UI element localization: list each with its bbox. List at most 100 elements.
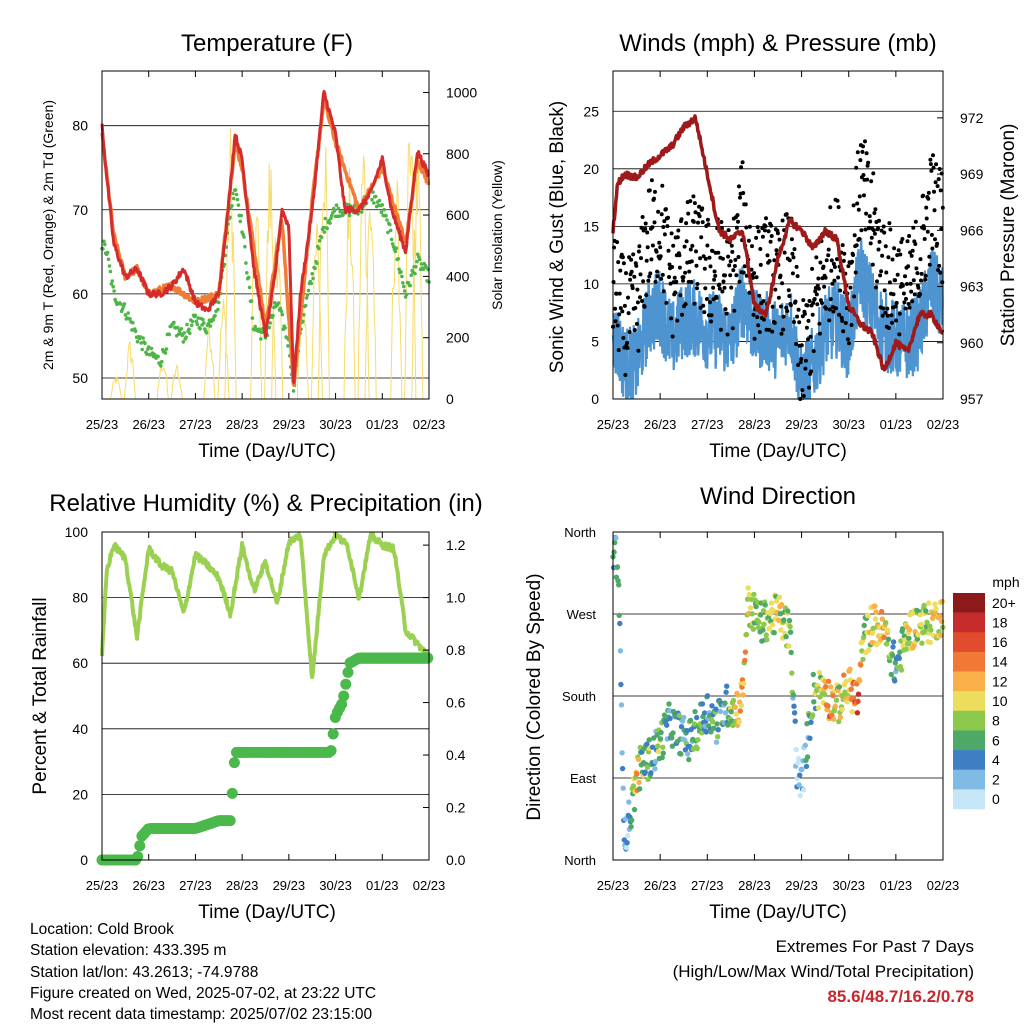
- dewpoint-point: [393, 249, 398, 254]
- gust-point: [734, 225, 739, 230]
- speed-legend: mph 20+ 18 16 14 12 10 8 6 4 2 0: [953, 574, 1020, 810]
- humidity-ytick-right: 0.0: [446, 852, 466, 868]
- wind-direction-point: [738, 702, 745, 709]
- dewpoint-point: [175, 325, 180, 330]
- wind-direction-xtick-label: 28/23: [738, 878, 771, 893]
- dewpoint-point: [336, 206, 341, 211]
- gust-point: [640, 215, 645, 219]
- precip-point: [338, 690, 350, 702]
- gust-point: [811, 349, 816, 354]
- dewpoint-point: [313, 266, 317, 271]
- wind-direction-point: [816, 669, 823, 676]
- gust-point: [788, 303, 793, 308]
- gust-point: [682, 244, 687, 249]
- gust-point: [821, 264, 826, 269]
- gust-point: [838, 288, 843, 293]
- gust-point: [736, 255, 741, 259]
- dewpoint-point: [180, 333, 185, 338]
- gust-point: [699, 235, 704, 240]
- gust-point: [903, 274, 907, 279]
- gust-point: [713, 273, 718, 278]
- wind-direction-point: [843, 678, 849, 685]
- winds-ytick-right: 963: [960, 279, 984, 295]
- gust-point: [650, 243, 655, 248]
- gust-point: [634, 263, 639, 268]
- gust-point: [701, 254, 706, 259]
- dewpoint-point: [400, 274, 404, 279]
- humidity-panel: Relative Humidity (%) & Precipitation (i…: [30, 490, 483, 923]
- gust-point: [852, 294, 857, 299]
- dewpoint-point: [149, 346, 154, 351]
- gust-point: [701, 303, 706, 308]
- wind-direction-point: [797, 772, 803, 778]
- gust-point: [700, 220, 705, 225]
- wind-direction-point: [855, 691, 862, 697]
- gust-point: [854, 243, 859, 248]
- gust-point: [927, 254, 932, 259]
- wind-direction-point: [760, 627, 766, 633]
- gust-point: [736, 219, 740, 224]
- gust-point: [909, 253, 914, 258]
- dewpoint-point: [417, 257, 422, 262]
- wind-direction-point: [830, 693, 836, 699]
- gust-point: [863, 139, 867, 144]
- gust-point: [937, 263, 942, 268]
- gust-point: [890, 320, 894, 325]
- gust-point: [654, 249, 659, 254]
- gust-point: [755, 315, 760, 320]
- gust-point: [712, 269, 717, 274]
- gust-point: [751, 312, 756, 317]
- gust-point: [836, 205, 841, 210]
- gust-point: [697, 214, 702, 219]
- wind-direction-point: [699, 701, 706, 707]
- gust-point: [720, 256, 725, 261]
- wind-direction-point: [900, 643, 906, 649]
- dewpoint-point: [419, 262, 424, 266]
- gust-point: [714, 295, 719, 300]
- wind-direction-point: [758, 612, 764, 618]
- gust-point: [709, 319, 713, 324]
- gust-point: [815, 302, 820, 307]
- wind-direction-point: [849, 709, 855, 715]
- gust-point: [767, 327, 772, 332]
- wind-direction-point: [744, 596, 751, 602]
- dewpoint-point: [194, 319, 199, 324]
- humidity-ticks: 0 20 40 60 80 100 0.0 0.2 0.4 0.6 0.8 1.0 1.2 25/23 26…: [65, 524, 466, 893]
- gust-point: [648, 271, 653, 276]
- speed-legend-label: 14: [992, 654, 1008, 670]
- gust-point: [872, 211, 877, 215]
- wind-direction-point: [699, 730, 705, 736]
- gust-point: [734, 273, 739, 278]
- wind-direction-point: [742, 649, 749, 655]
- wind-direction-point: [685, 751, 691, 757]
- temperature-xtick-label: 02/23: [413, 417, 446, 432]
- gust-point: [665, 224, 670, 229]
- gust-point: [937, 167, 942, 171]
- gust-point: [827, 318, 832, 323]
- humidity-ytick-right: 1.2: [446, 537, 466, 553]
- gust-point: [826, 253, 831, 258]
- gust-point: [803, 358, 808, 363]
- wind-direction-point: [750, 626, 756, 632]
- dewpoint-point: [391, 244, 396, 249]
- gust-point: [830, 281, 835, 286]
- dewpoint-point: [399, 270, 403, 274]
- dewpoint-point: [118, 302, 123, 306]
- gust-point: [712, 277, 717, 282]
- gust-point: [692, 301, 697, 306]
- wind-direction-point: [848, 686, 854, 692]
- gust-point: [632, 274, 637, 279]
- wind-direction-point: [906, 635, 912, 642]
- temperature-ytick-right: 600: [446, 207, 470, 223]
- gust-point: [614, 291, 619, 296]
- dewpoint-point: [187, 327, 191, 332]
- dewpoint-point: [250, 316, 255, 320]
- dewpoint-point: [123, 313, 128, 317]
- gust-point: [792, 320, 796, 324]
- dewpoint-point: [246, 275, 251, 280]
- temperature-xtick-label: 30/23: [319, 417, 352, 432]
- dewpoint-point: [231, 191, 235, 196]
- dewpoint-point: [359, 210, 364, 214]
- humidity-ytick-right: 0.6: [446, 695, 466, 711]
- gust-point: [866, 160, 871, 165]
